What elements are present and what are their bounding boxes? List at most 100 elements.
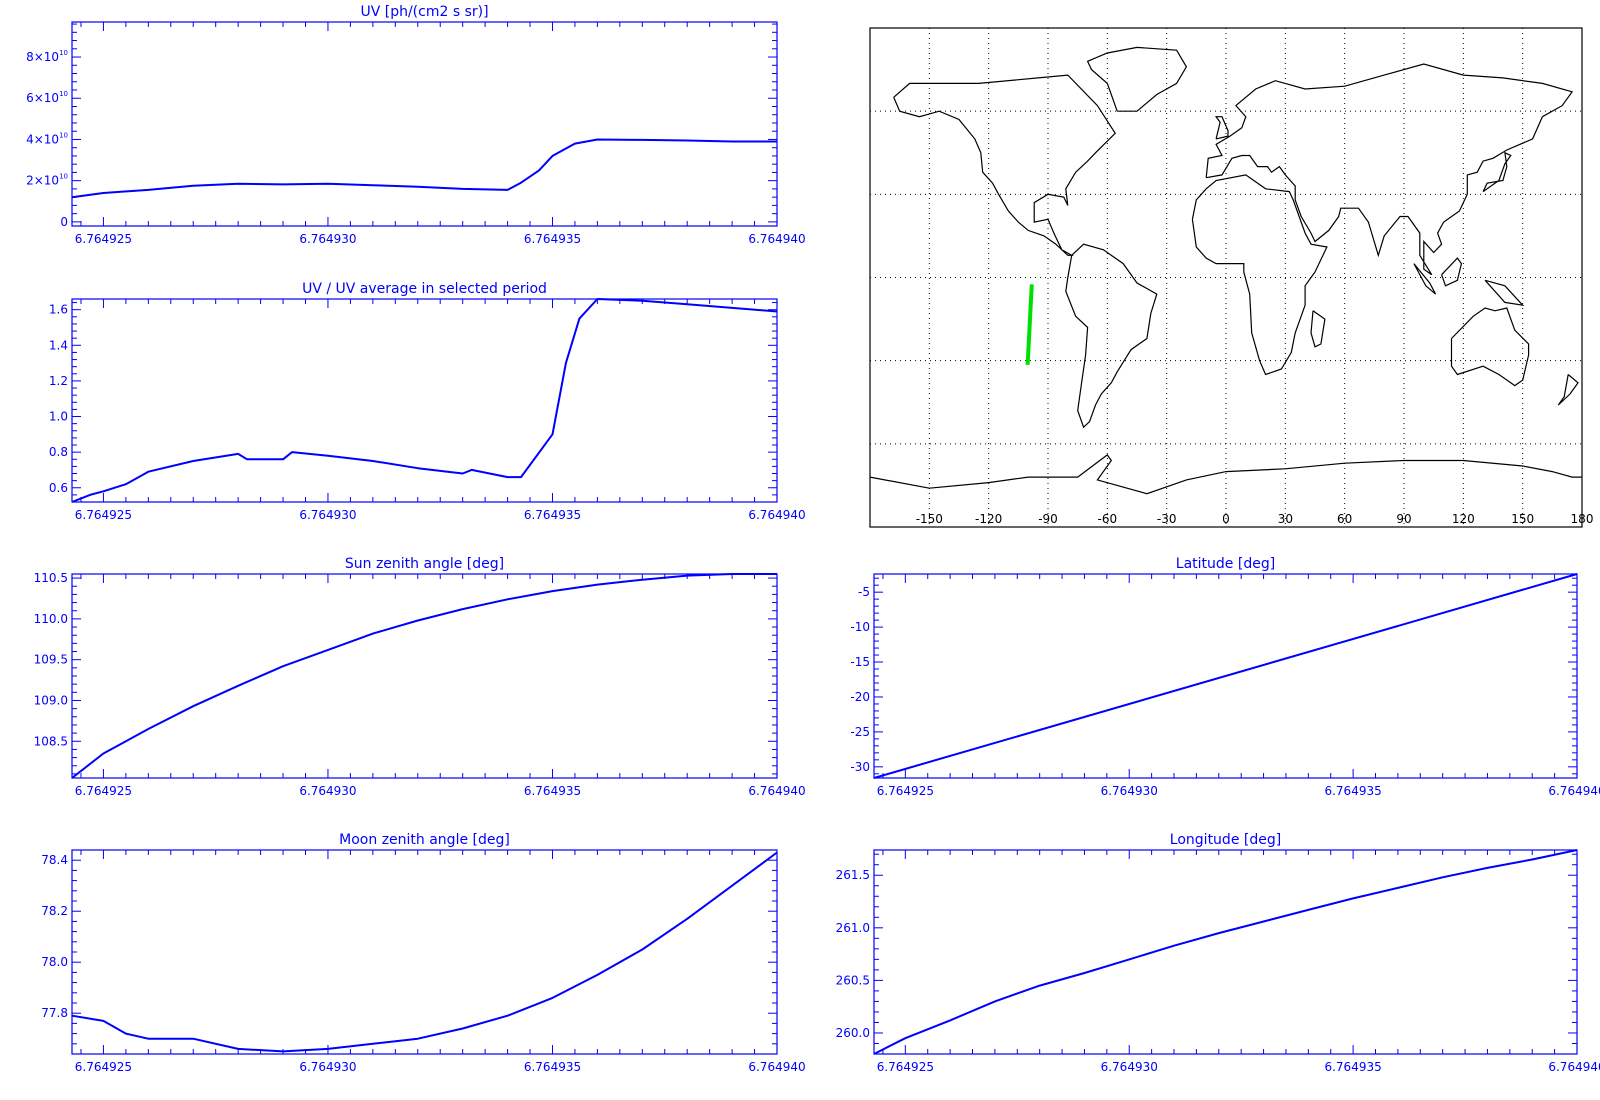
coastline xyxy=(1450,307,1530,387)
x-tick-label: 6.764935 xyxy=(524,232,581,246)
series-line xyxy=(71,573,777,779)
chart-title: Sun zenith angle [deg] xyxy=(345,556,504,572)
x-tick-label: 6.764925 xyxy=(75,508,132,522)
y-tick-label: 6×1010 xyxy=(26,90,68,105)
y-tick-exponent: 10 xyxy=(59,49,68,57)
coastline xyxy=(893,74,1116,256)
x-tick-label: 6.764935 xyxy=(1324,784,1381,798)
chart-title: UV [ph/(cm2 s sr)] xyxy=(360,4,488,20)
x-tick-label: 6.764930 xyxy=(299,1060,356,1074)
x-tick-label: 6.764940 xyxy=(748,508,805,522)
x-tick-label: 6.764935 xyxy=(524,508,581,522)
coastline xyxy=(1484,279,1525,307)
chart-title: Longitude [deg] xyxy=(1170,832,1281,848)
y-tick-label: 8×1010 xyxy=(26,49,68,64)
x-tick-label: 6.764935 xyxy=(524,784,581,798)
axes-frame xyxy=(71,298,778,503)
panel-latitude: Latitude [deg] 6.764925 6.764930 6.764935 6.… xyxy=(850,556,1600,798)
panel-moon_zenith: Moon zenith angle [deg] 6.764925 6.764930 6… xyxy=(41,832,805,1074)
axes-frame xyxy=(873,849,1578,1055)
series-line xyxy=(873,573,1578,779)
chart-title: UV / UV average in selected period xyxy=(302,281,547,297)
y-tick-label: 0 xyxy=(60,215,68,229)
y-tick-label: 261.0 xyxy=(836,921,870,935)
map-x-tick-label: -60 xyxy=(1098,512,1118,526)
y-tick-label: 261.5 xyxy=(836,868,870,882)
y-tick-label: 108.5 xyxy=(34,734,68,748)
x-tick-label: 6.764930 xyxy=(299,784,356,798)
y-tick-label: 78.2 xyxy=(41,904,68,918)
y-tick-exponent: 10 xyxy=(59,173,68,181)
axes-frame xyxy=(71,21,778,227)
x-tick-label: 6.764930 xyxy=(1101,784,1158,798)
y-tick-label: 1.0 xyxy=(49,410,68,424)
coastline xyxy=(1205,63,1574,276)
map-x-tick-label: -120 xyxy=(975,512,1002,526)
x-tick-label: 6.764930 xyxy=(299,508,356,522)
x-tick-label: 6.764925 xyxy=(75,1060,132,1074)
x-tick-label: 6.764925 xyxy=(877,1060,934,1074)
x-tick-label: 6.764925 xyxy=(75,232,132,246)
series-line xyxy=(71,138,777,199)
y-tick-label: -25 xyxy=(850,725,870,739)
x-tick-label: 6.764925 xyxy=(75,784,132,798)
coastline xyxy=(1441,257,1463,287)
coastline xyxy=(1482,151,1512,193)
panel-sun_zenith: Sun zenith angle [deg] 6.764925 6.764930 6.… xyxy=(34,556,806,798)
y-tick-label: 1.6 xyxy=(49,303,68,317)
map-x-tick-label: 90 xyxy=(1396,512,1411,526)
y-tick-label: 4×1010 xyxy=(26,131,68,146)
y-tick-label: 109.0 xyxy=(34,693,68,707)
panel-map: -150 -120 -90 -60 -30 0 30 60 90 120 150 180 xyxy=(869,27,1593,528)
y-tick-label: -15 xyxy=(850,655,870,669)
coastline xyxy=(869,454,1582,495)
y-tick-label: 260.5 xyxy=(836,973,870,987)
x-tick-label: 6.764935 xyxy=(1324,1060,1381,1074)
y-tick-label: 78.0 xyxy=(41,955,68,969)
chart-title: Latitude [deg] xyxy=(1176,556,1275,572)
x-tick-label: 6.764935 xyxy=(524,1060,581,1074)
map-frame xyxy=(869,27,1583,528)
panel-uv_ratio: UV / UV average in selected period 6.7649… xyxy=(49,281,806,522)
coastline xyxy=(1310,310,1326,348)
x-tick-label: 6.764930 xyxy=(299,232,356,246)
map-x-tick-label: 150 xyxy=(1511,512,1534,526)
x-tick-label: 6.764940 xyxy=(748,232,805,246)
y-tick-label: 110.5 xyxy=(34,571,68,585)
map-x-tick-label: -150 xyxy=(916,512,943,526)
y-tick-label: 77.8 xyxy=(41,1006,68,1020)
map-x-tick-label: 120 xyxy=(1452,512,1475,526)
y-tick-label: -10 xyxy=(850,620,870,634)
coastline xyxy=(1557,374,1579,406)
map-x-tick-label: 0 xyxy=(1222,512,1230,526)
y-tick-label: 1.4 xyxy=(49,338,68,352)
map-x-tick-label: -30 xyxy=(1157,512,1177,526)
y-tick-exponent: 10 xyxy=(59,90,68,98)
axes-frame xyxy=(71,573,778,779)
x-tick-label: 6.764930 xyxy=(1101,1060,1158,1074)
y-tick-label: 78.4 xyxy=(41,853,68,867)
coastline xyxy=(1086,46,1188,112)
y-tick-label: 1.2 xyxy=(49,374,68,388)
coastline xyxy=(1413,263,1437,295)
x-tick-label: 6.764940 xyxy=(1548,1060,1600,1074)
series-line xyxy=(71,298,778,503)
series-line xyxy=(71,851,778,1053)
satellite-track xyxy=(1025,284,1034,365)
y-tick-label: 0.8 xyxy=(49,445,68,459)
y-tick-label: 2×1010 xyxy=(26,173,68,188)
panel-longitude: Longitude [deg] 6.764925 6.764930 6.764935 6… xyxy=(836,832,1600,1074)
y-tick-label: 260.0 xyxy=(836,1026,870,1040)
x-tick-label: 6.764940 xyxy=(1548,784,1600,798)
coastline xyxy=(1065,243,1158,429)
map-x-tick-label: 60 xyxy=(1337,512,1352,526)
chart-title: Moon zenith angle [deg] xyxy=(339,832,510,848)
x-tick-label: 6.764940 xyxy=(748,784,805,798)
y-tick-label: 109.5 xyxy=(34,653,68,667)
y-tick-label: -20 xyxy=(850,690,870,704)
map-x-tick-label: 30 xyxy=(1278,512,1293,526)
coastline xyxy=(1214,116,1229,140)
y-tick-label: 0.6 xyxy=(49,481,68,495)
panel-uv: UV [ph/(cm2 s sr)] 6.764925 6.764930 6.7649… xyxy=(26,4,806,246)
